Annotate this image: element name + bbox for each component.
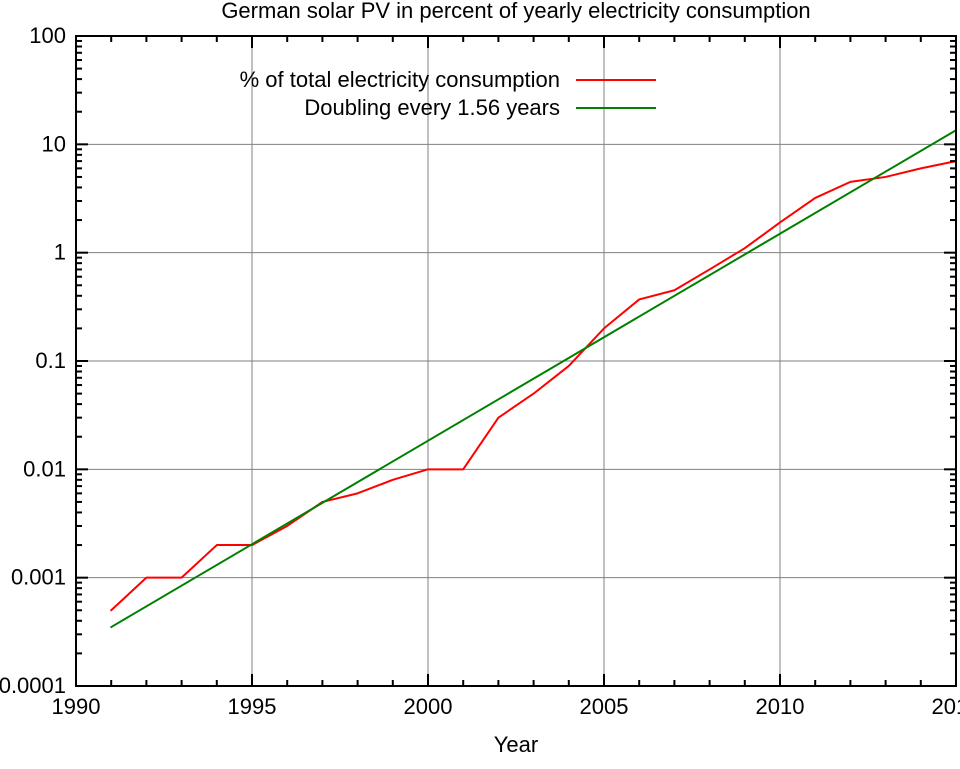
x-tick-label: 2015 bbox=[932, 694, 960, 719]
series-fit bbox=[111, 130, 956, 627]
x-tick-label: 2000 bbox=[404, 694, 453, 719]
x-axis-label: Year bbox=[494, 732, 538, 757]
grid bbox=[76, 36, 956, 686]
y-tick-label: 100 bbox=[29, 23, 66, 48]
x-tick-labels: 199019952000200520102015 bbox=[52, 694, 960, 719]
legend-label: % of total electricity consumption bbox=[240, 67, 560, 92]
series bbox=[111, 130, 956, 627]
legend-label: Doubling every 1.56 years bbox=[304, 95, 560, 120]
y-tick-label: 0.01 bbox=[23, 456, 66, 481]
chart-title: German solar PV in percent of yearly ele… bbox=[221, 0, 810, 23]
y-tick-label: 0.0001 bbox=[0, 673, 66, 698]
x-tick-label: 2010 bbox=[756, 694, 805, 719]
chart-container: 1990199520002005201020150.00010.0010.010… bbox=[0, 0, 960, 769]
y-tick-labels: 0.0001 0.001 0.01 0.1 1 10 100 bbox=[0, 23, 66, 698]
y-tick-label: 0.1 bbox=[35, 348, 66, 373]
series-actual bbox=[111, 161, 956, 610]
y-tick-label: 0.001 bbox=[11, 565, 66, 590]
line-chart: 1990199520002005201020150.00010.0010.010… bbox=[0, 0, 960, 769]
y-tick-label: 10 bbox=[42, 131, 66, 156]
x-tick-label: 2005 bbox=[580, 694, 629, 719]
y-tick-label: 1 bbox=[54, 240, 66, 265]
x-tick-label: 1995 bbox=[228, 694, 277, 719]
legend: % of total electricity consumption Doubli… bbox=[240, 67, 656, 120]
